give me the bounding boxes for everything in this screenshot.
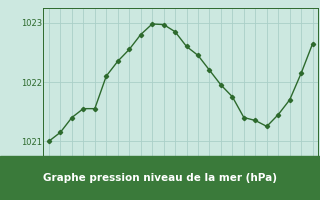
Text: Graphe pression niveau de la mer (hPa): Graphe pression niveau de la mer (hPa) (43, 173, 277, 183)
